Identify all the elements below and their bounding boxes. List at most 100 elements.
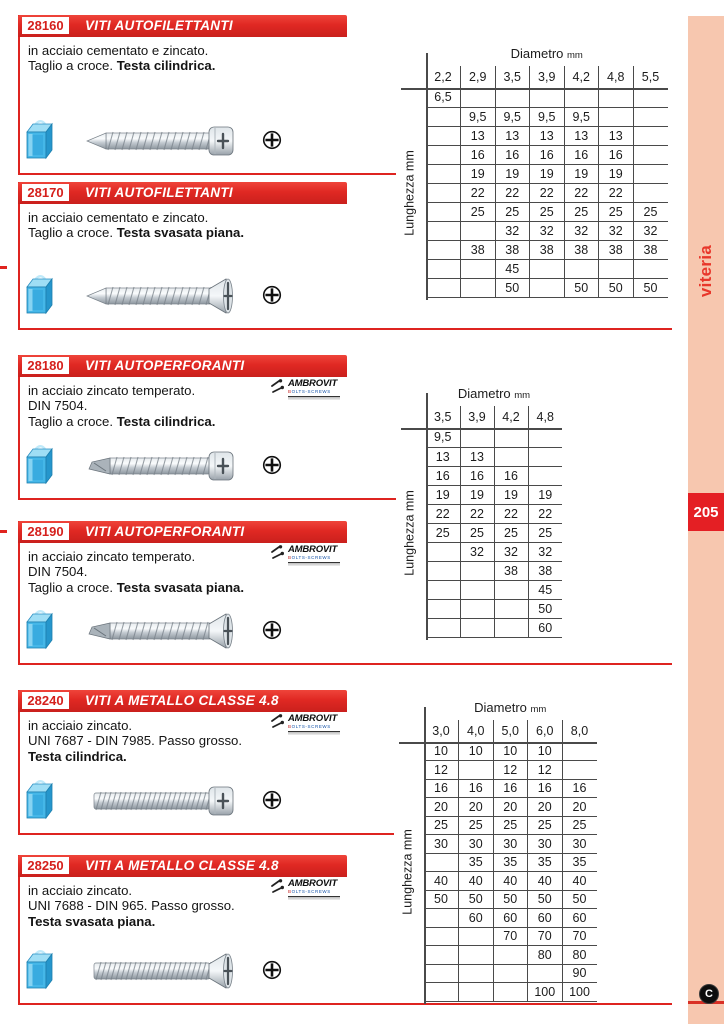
length-value-cell: [563, 259, 599, 279]
brand-name: AMBROVIT: [288, 544, 338, 555]
length-value-cell: [459, 599, 494, 619]
product-code-badge: 28250: [22, 857, 69, 874]
table-title-unit: mm: [567, 50, 583, 61]
brand-text: AMBROVIT BOLTS-SCREWS: [288, 379, 340, 400]
product-title: VITI A METALLO CLASSE 4.8: [85, 693, 279, 708]
length-value-cell: [494, 88, 530, 108]
length-value-cell: 25: [563, 202, 599, 222]
diameter-header-cell: 4,2: [493, 406, 528, 428]
brand-subtitle: BOLTS-SCREWS: [288, 724, 331, 729]
length-value-cell: 16: [529, 145, 564, 165]
desc-segment: UNI 7687 - DIN 7985. Passo grosso.: [28, 733, 243, 749]
length-value-cell: 40: [561, 871, 597, 891]
length-value-cell: [459, 580, 494, 600]
length-value-cell: 12: [424, 760, 459, 780]
brand-rule: [288, 731, 340, 735]
print-mark: [0, 266, 7, 269]
table-grid: 2,2 2,9 3,5 3,9 4,2 4,8 5,5 6,5 9,5 9,5 9,5 9,5 13 13…: [426, 66, 668, 298]
table-title-text: Diametro: [457, 386, 511, 401]
brand-logo: AMBROVIT BOLTS-SCREWS: [270, 714, 360, 735]
length-value-cell: 45: [527, 580, 562, 600]
brand-screws-icon: [270, 714, 285, 735]
screw-image: [82, 117, 254, 165]
length-value-cell: 30: [458, 834, 493, 854]
length-value-cell: 50: [563, 278, 599, 298]
product-desc-line: UNI 7688 - DIN 965. Passo grosso.: [28, 898, 368, 913]
length-value-cell: 20: [527, 797, 562, 817]
table-row: 13 13 13 13 13: [426, 126, 668, 146]
table-row: 32 32 32: [426, 542, 562, 562]
product-box: 28240 VITI A METALLO CLASSE 4.8 in accia…: [18, 690, 672, 835]
length-value-cell: 22: [459, 504, 494, 524]
screw-image: [82, 777, 254, 825]
length-value-cell: [426, 618, 460, 638]
product-desc-line: Taglio a croce. Testa svasata piana.: [28, 580, 368, 595]
desc-segment: Taglio a croce.: [28, 413, 117, 429]
length-value-cell: [424, 982, 459, 1002]
product-box: 28250 VITI A METALLO CLASSE 4.8 in accia…: [18, 855, 672, 1005]
length-value-cell: 50: [424, 890, 459, 909]
package-icon: [24, 274, 56, 318]
length-value-cell: 40: [458, 871, 493, 891]
length-value-cell: [426, 542, 460, 562]
section-header-bar: 28180 VITI AUTOPERFORANTI: [18, 355, 347, 377]
length-value-cell: 9,5: [494, 107, 530, 127]
length-value-cell: 25: [460, 202, 495, 222]
length-value-cell: 22: [460, 183, 495, 203]
length-value-cell: [426, 259, 461, 279]
dimension-table: Diametro mm Lunghezza mm 3,5 3,9 4,2 4,8 9,5…: [396, 386, 686, 640]
product-code-badge: 28180: [22, 357, 69, 374]
length-value-cell: 25: [492, 816, 528, 835]
length-value-cell: [426, 278, 461, 298]
length-value-cell: 50: [458, 890, 493, 909]
y-axis-label: Lunghezza mm: [396, 742, 420, 1001]
length-value-cell: 13: [598, 126, 633, 146]
diameter-header-cell: 5,5: [632, 66, 668, 88]
length-value-cell: 13: [529, 126, 564, 146]
length-value-cell: 45: [494, 259, 530, 279]
length-value-cell: [598, 107, 633, 127]
y-axis-label: Lunghezza mm: [398, 88, 422, 297]
table-row: 50: [426, 599, 562, 619]
length-value-cell: [527, 466, 562, 486]
length-value-cell: 50: [527, 890, 562, 909]
length-value-cell: [424, 945, 459, 965]
length-value-cell: 32: [527, 542, 562, 562]
product-code-badge: 28190: [22, 523, 69, 540]
length-value-cell: 25: [426, 523, 460, 543]
length-value-cell: 40: [424, 871, 459, 891]
table-row: 60: [426, 618, 562, 638]
table-row: 70 70 70: [424, 927, 597, 946]
length-value-cell: 20: [561, 797, 597, 817]
length-value-cell: [493, 618, 528, 638]
side-tab: viteria 205: [688, 16, 724, 1024]
table-row: 16 16 16 16 16: [426, 145, 668, 165]
product-box: 28170 VITI AUTOFILETTANTI in acciaio cem…: [18, 182, 672, 330]
length-value-cell: 60: [527, 908, 562, 928]
table-row: 60 60 60 60: [424, 908, 597, 928]
diameter-header-cell: 8,0: [561, 720, 597, 742]
diameter-header-cell: 5,0: [492, 720, 528, 742]
length-value-cell: [426, 561, 460, 581]
product-desc-line: Taglio a croce. Testa svasata piana.: [28, 225, 368, 240]
length-value-cell: 19: [563, 164, 599, 184]
length-value-cell: 20: [424, 797, 459, 817]
table-row: 13 13: [426, 447, 562, 467]
diameter-header-cell: 3,5: [434, 410, 452, 424]
desc-segment: DIN 7504.: [28, 564, 88, 580]
table-row: 19 19 19 19 19: [426, 164, 668, 184]
product-box: 28190 VITI AUTOPERFORANTI in acciaio zin…: [18, 521, 672, 665]
product-desc-line: DIN 7504.: [28, 564, 368, 579]
phillips-drive-icon: [262, 960, 282, 980]
diameter-header-cell: 3,0: [432, 724, 450, 738]
length-value-cell: 32: [563, 221, 599, 241]
page-number-badge: 205: [688, 493, 724, 531]
length-value-cell: 50: [527, 599, 562, 619]
length-value-cell: 30: [561, 834, 597, 854]
length-value-cell: [527, 428, 562, 448]
table-title: Diametro mm: [426, 386, 562, 401]
length-value-cell: 20: [458, 797, 493, 817]
desc-segment: in acciaio zincato.: [28, 883, 133, 898]
brand-subtitle: BOLTS-SCREWS: [288, 389, 331, 394]
length-value-cell: 25: [458, 816, 493, 835]
